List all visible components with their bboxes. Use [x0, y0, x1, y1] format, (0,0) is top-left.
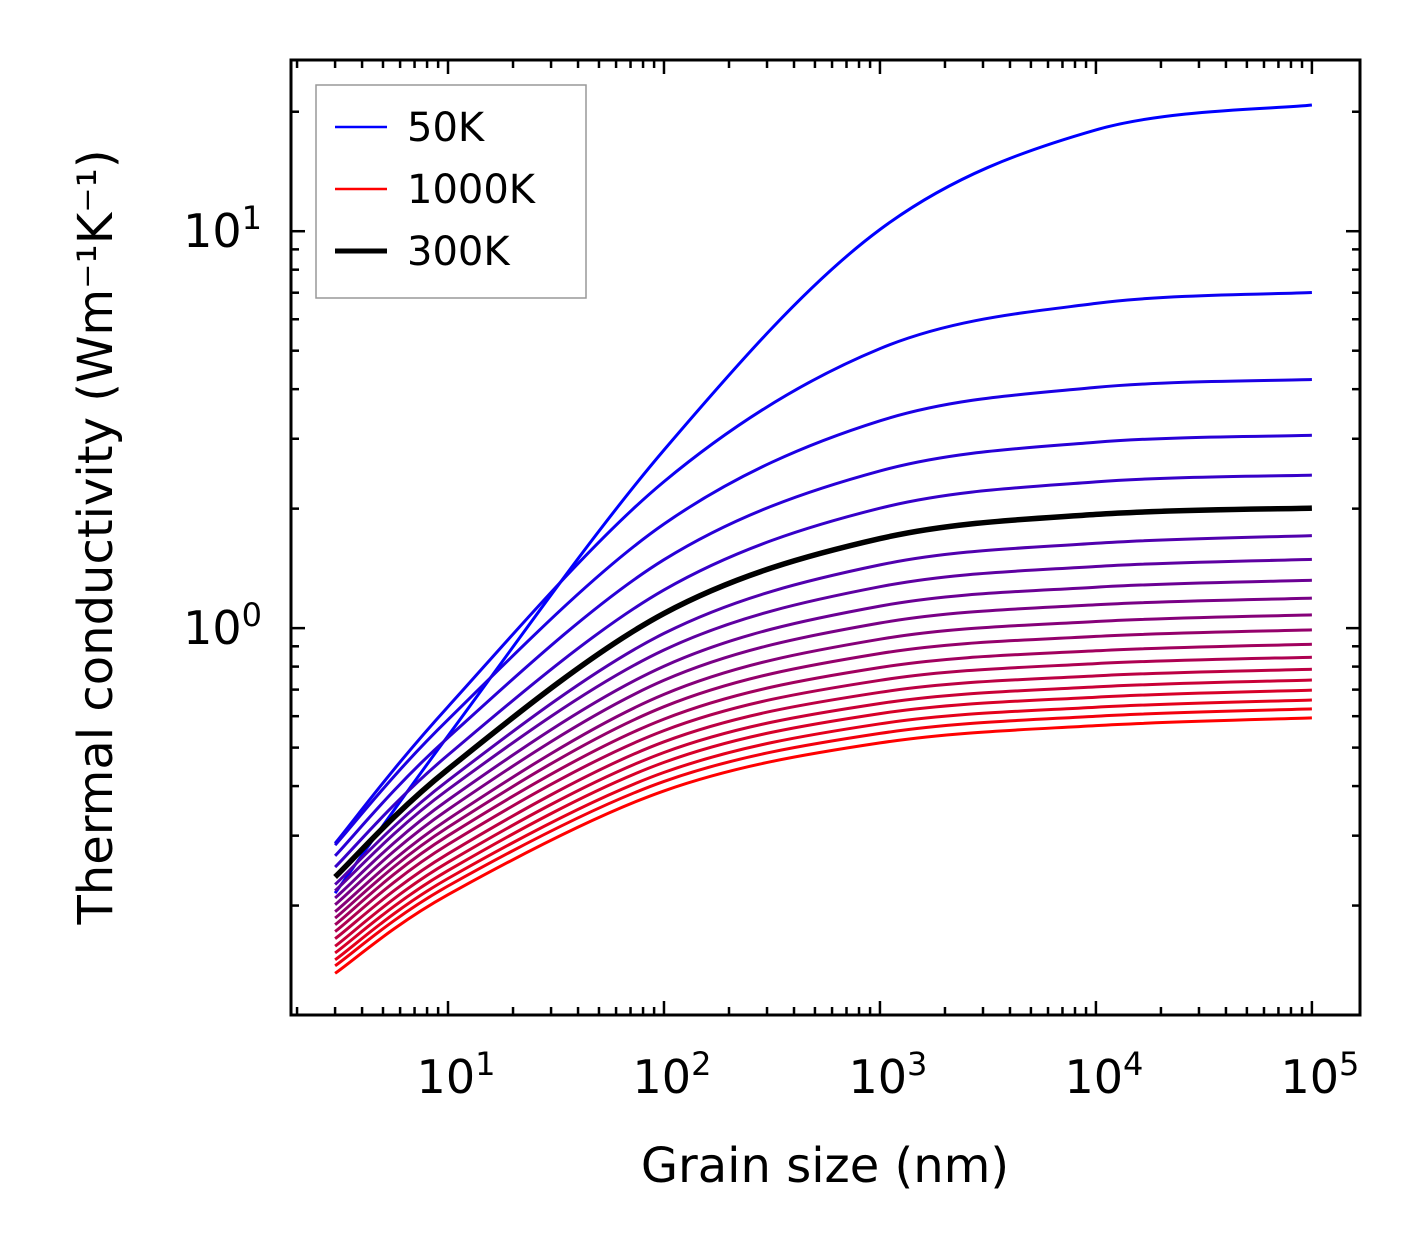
- tick-label-base: 10: [1064, 1050, 1123, 1104]
- series-line-500K: [334, 596, 1312, 906]
- x-tick-label: 101: [417, 1045, 496, 1104]
- series-line-250K: [334, 473, 1312, 869]
- legend-label-300K: 300K: [407, 229, 511, 275]
- series-line-200K: [334, 433, 1312, 857]
- x-tick-label: 102: [633, 1045, 712, 1104]
- x-tick-label: 105: [1280, 1045, 1359, 1104]
- series-line-550K: [334, 613, 1312, 913]
- x-axis-label: Grain size (nm): [641, 1138, 1009, 1194]
- series-line-950K: [334, 707, 1312, 968]
- tick-label-exponent: 2: [691, 1045, 711, 1083]
- series-line-400K: [334, 557, 1312, 892]
- tick-label-exponent: 4: [1123, 1045, 1143, 1083]
- x-tick-label: 104: [1064, 1045, 1143, 1104]
- series-line-600K: [334, 628, 1312, 920]
- series-line-300K: [333, 505, 1312, 879]
- series-line-350K: [334, 534, 1312, 886]
- tick-label-base: 10: [417, 1050, 476, 1104]
- tick-label-base: 10: [183, 601, 242, 655]
- tick-label-base: 10: [633, 1050, 692, 1104]
- y-tick-label: 100: [183, 596, 262, 655]
- series-line-100K: [333, 291, 1312, 845]
- series-line-150K: [333, 378, 1312, 847]
- series-line-750K: [334, 667, 1312, 940]
- tick-label-exponent: 3: [907, 1045, 927, 1083]
- legend: 50K 1000K 300K: [315, 84, 587, 299]
- series-line-650K: [334, 642, 1312, 926]
- legend-label-1000K: 1000K: [407, 167, 537, 213]
- tick-label-exponent: 5: [1339, 1045, 1359, 1083]
- series-layer: [333, 103, 1313, 975]
- tick-label-exponent: 0: [242, 596, 262, 634]
- series-line-850K: [334, 688, 1312, 955]
- x-tick-label: 103: [849, 1045, 928, 1104]
- y-tick-label: 101: [183, 199, 262, 258]
- plot-frame: [289, 58, 1362, 1017]
- y-axis-label: Thermal conductivity (Wm⁻¹K⁻¹): [68, 149, 124, 925]
- tick-label-base: 10: [1280, 1050, 1339, 1104]
- series-line-1000K: [334, 716, 1312, 975]
- tick-label-base: 10: [183, 204, 242, 258]
- tick-label-exponent: 1: [242, 199, 262, 237]
- series-line-900K: [334, 698, 1312, 962]
- legend-box: [315, 84, 587, 299]
- series-line-700K: [334, 655, 1312, 933]
- legend-label-50K: 50K: [407, 105, 486, 151]
- tick-label-base: 10: [849, 1050, 908, 1104]
- tick-label-exponent: 1: [475, 1045, 495, 1083]
- series-line-800K: [334, 678, 1312, 948]
- series-line-450K: [334, 578, 1312, 900]
